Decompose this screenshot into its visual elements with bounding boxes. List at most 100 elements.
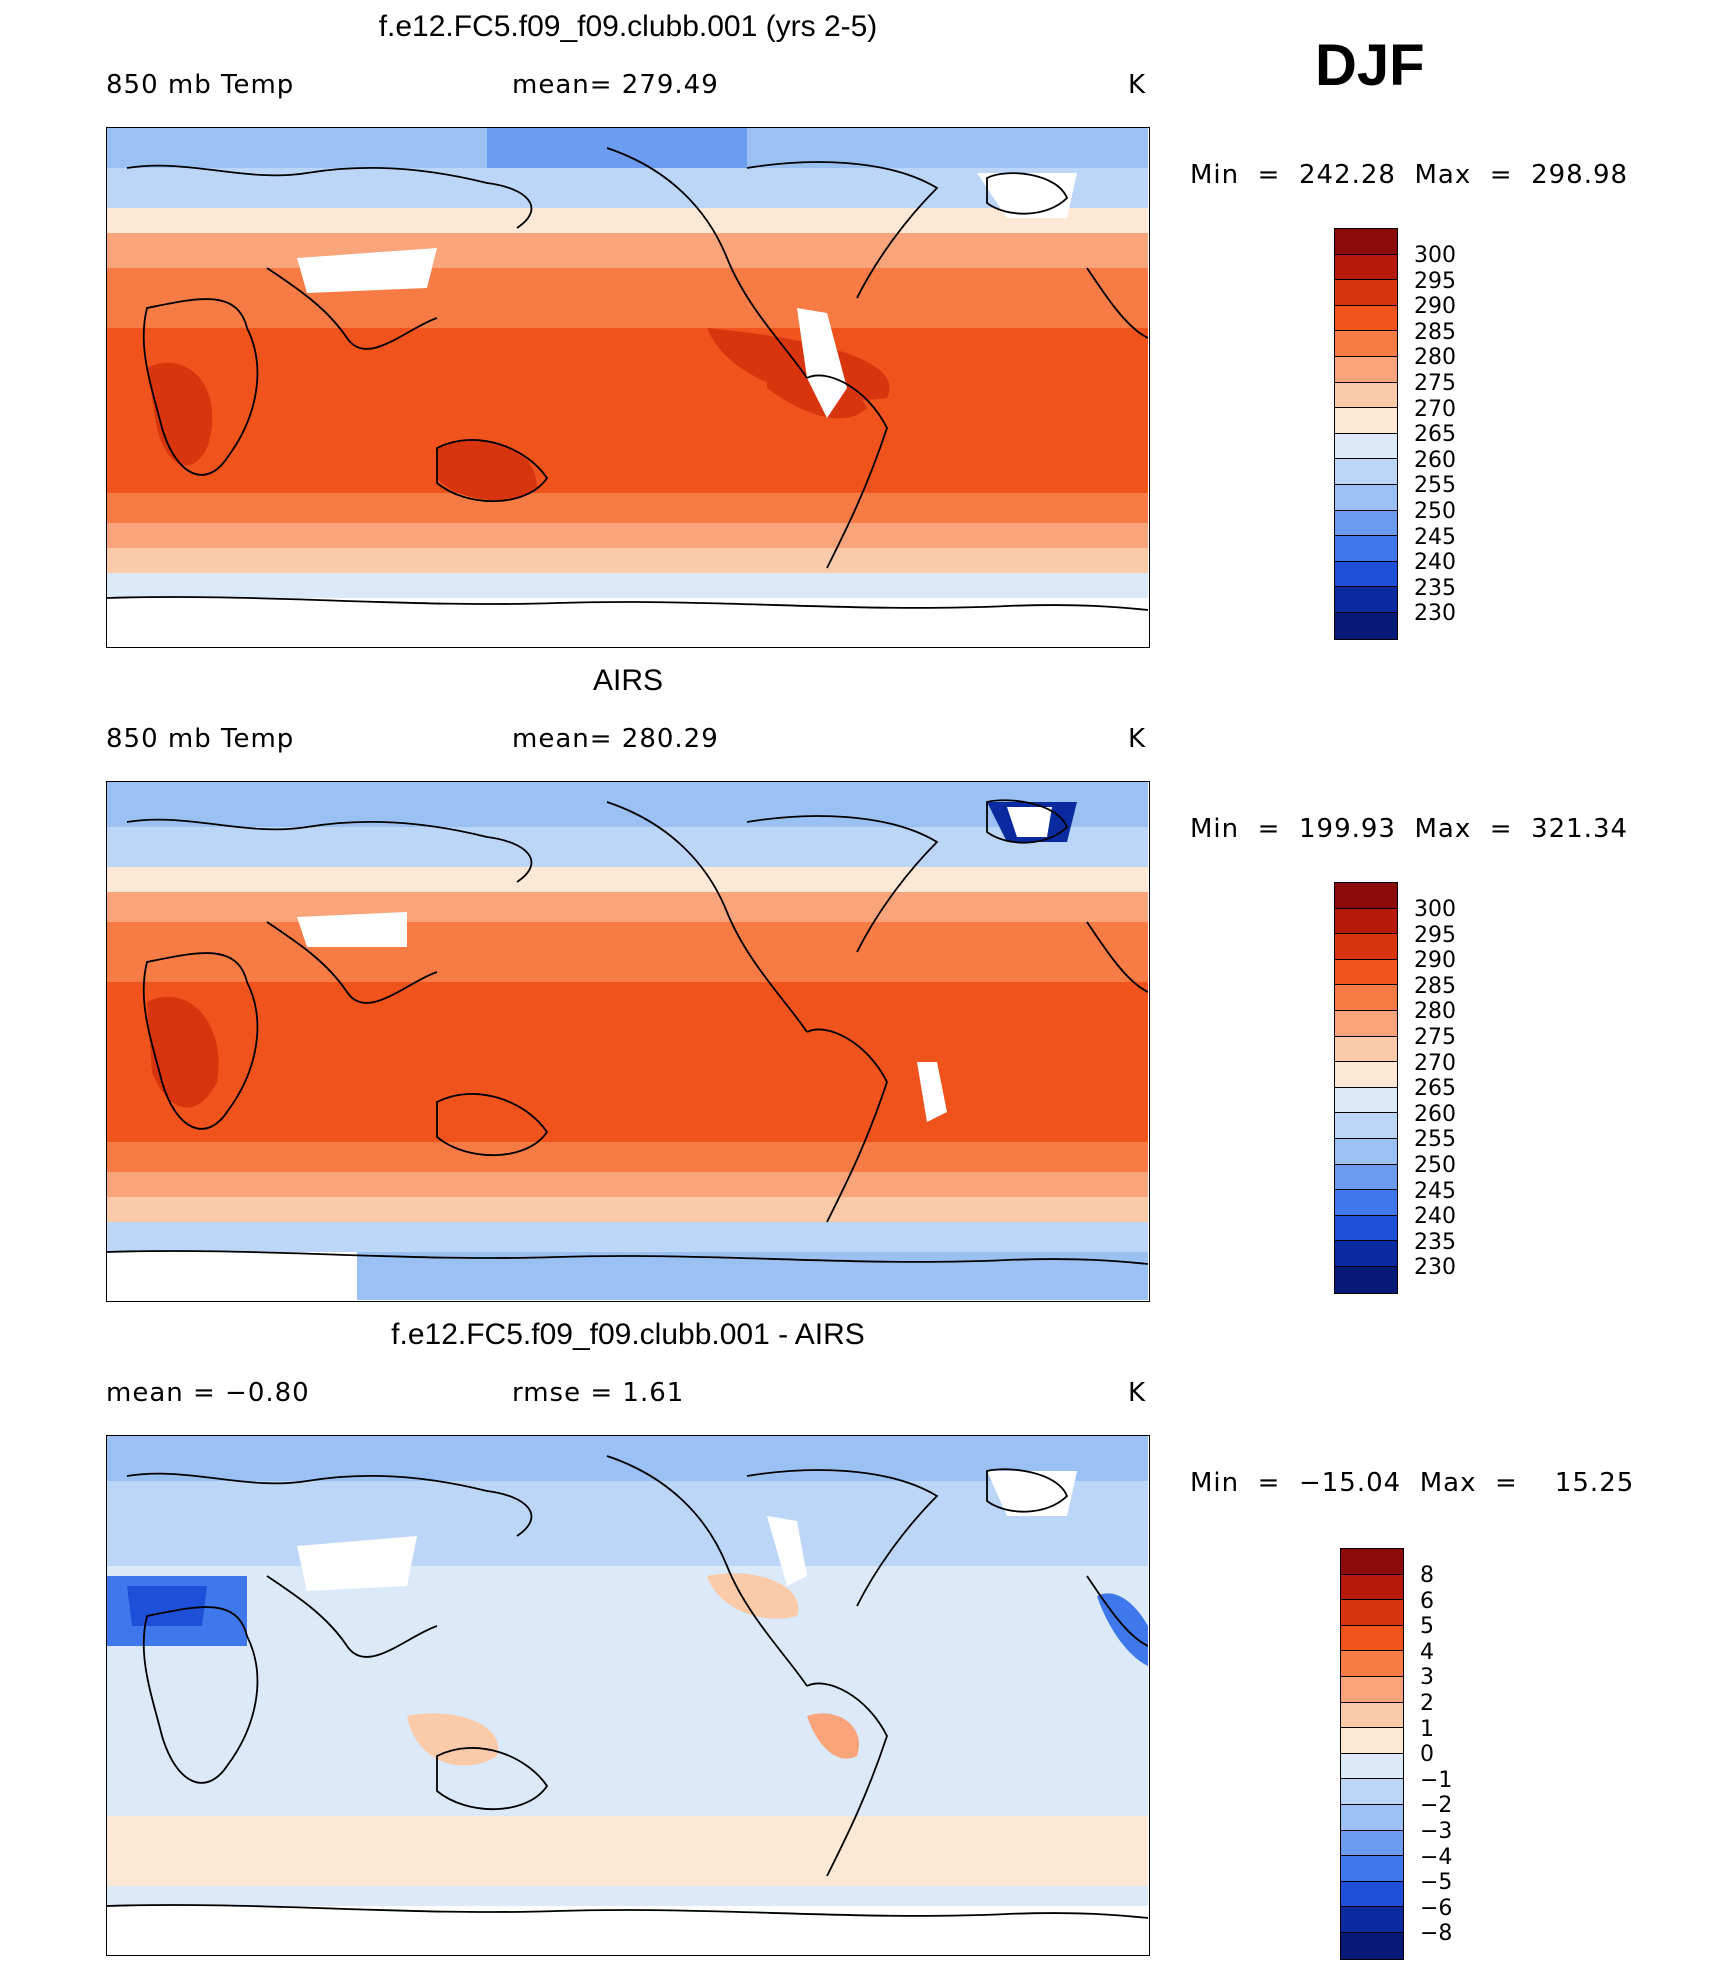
colorbar-swatch [1335,934,1397,960]
colorbar-label: 265 [1414,1076,1456,1102]
colorbar-swatch [1335,1062,1397,1088]
temperature-map [106,127,1150,648]
colorbar-label: 255 [1414,473,1456,499]
colorbar-swatch [1335,1010,1397,1037]
colorbar-swatch [1335,561,1397,588]
colorbar-label: 280 [1414,345,1456,371]
panel-obs: AIRS 850 mb Temp mean= 280.29 K [0,654,1710,1309]
colorbar-swatch [1335,1164,1397,1191]
colorbar-label: 255 [1414,1127,1456,1153]
colorbar-swatch [1341,1804,1403,1831]
colorbar-swatch [1335,408,1397,434]
colorbar-label: 265 [1414,422,1456,448]
colorbar-swatch [1341,1600,1403,1626]
colorbar-swatch [1341,1625,1403,1652]
season-label: DJF [1315,33,1425,98]
colorbar-swatch [1335,587,1397,613]
colorbar-label: −1 [1420,1767,1453,1793]
colorbar-swatch [1335,484,1397,511]
colorbar-swatch [1335,382,1397,409]
colorbar-swatch [1335,1113,1397,1139]
min-max-label: Min = 242.28 Max = 298.98 [1190,160,1629,190]
colorbar-swatch [1335,459,1397,485]
colorbar-swatch [1335,510,1397,537]
colorbar-swatch [1341,1753,1403,1780]
panel-title: f.e12.FC5.f09_f09.clubb.001 - AIRS [391,1318,865,1351]
colorbar-label: 250 [1414,498,1456,524]
colorbar-label: 280 [1414,999,1456,1025]
mean-label: mean= 280.29 [512,724,719,754]
colorbar-label: 1 [1420,1716,1434,1742]
unit-label: K [1128,724,1147,754]
colorbar-labels: 300 295 290 285 280 275 270 265 260 255 250 245 240 2… [1414,243,1456,627]
mean-label: mean = −0.80 [106,1378,310,1408]
colorbar-label: 285 [1414,319,1456,345]
colorbar-swatch [1335,433,1397,460]
min-max-label: Min = −15.04 Max = 15.25 [1190,1468,1635,1498]
colorbar-swatch [1335,305,1397,332]
colorbar-label: 235 [1414,1229,1456,1255]
difference-map [106,1435,1150,1956]
colorbar-label: 275 [1414,370,1456,396]
colorbar-label: −6 [1420,1895,1453,1921]
colorbar-label: 285 [1414,973,1456,999]
colorbar-swatch [1335,985,1397,1011]
colorbar-swatch [1341,1779,1403,1805]
colorbar-swatch [1335,1138,1397,1165]
rmse-label: rmse = 1.61 [512,1378,685,1408]
variable-label: 850 mb Temp [106,70,295,100]
colorbar-label: 235 [1414,575,1456,601]
colorbar-label: 6 [1420,1588,1434,1614]
colorbar-label: 275 [1414,1024,1456,1050]
colorbar [1334,228,1398,640]
colorbar-label: 260 [1414,447,1456,473]
colorbar-swatch [1335,280,1397,306]
mean-label: mean= 279.49 [512,70,719,100]
colorbar-label: 240 [1414,550,1456,576]
panel-title: AIRS [592,664,664,697]
colorbar-swatch [1341,1549,1403,1575]
temperature-map [106,781,1150,1302]
colorbar-label: 260 [1414,1101,1456,1127]
colorbar-swatch [1335,229,1397,255]
colorbar-label: 5 [1420,1614,1434,1640]
colorbar-swatch [1335,1215,1397,1242]
colorbar-labels: 8 6 5 4 3 2 1 0 −1 −2 −3 −4 −5 −6 −8 [1420,1563,1452,1947]
colorbar-swatch [1341,1676,1403,1703]
colorbar-swatch [1341,1881,1403,1908]
colorbar-label: 2 [1420,1690,1434,1716]
colorbar-swatch [1341,1574,1403,1601]
colorbar-label: 245 [1414,1178,1456,1204]
colorbar-label: 4 [1420,1639,1434,1665]
colorbar [1340,1548,1404,1960]
colorbar-label: 250 [1414,1152,1456,1178]
colorbar-label: 230 [1414,1255,1456,1281]
colorbar-swatch [1341,1728,1403,1754]
colorbar-swatch [1341,1856,1403,1882]
colorbar-swatch [1341,1907,1403,1933]
colorbar-swatch [1335,1241,1397,1267]
colorbar-swatch [1335,1266,1397,1293]
colorbar-label: 230 [1414,601,1456,627]
colorbar-swatch [1335,908,1397,935]
colorbar-swatch [1335,254,1397,281]
colorbar-label: 290 [1414,948,1456,974]
colorbar-swatch [1341,1651,1403,1677]
colorbar-label: 8 [1420,1563,1434,1588]
colorbar-label: 295 [1414,922,1456,948]
colorbar-swatch [1335,959,1397,986]
panel-difference: f.e12.FC5.f09_f09.clubb.001 - AIRS mean … [0,1308,1710,1963]
colorbar-swatch [1335,1190,1397,1216]
unit-label: K [1128,1378,1147,1408]
colorbar-label: 300 [1414,897,1456,922]
colorbar-label: 295 [1414,268,1456,294]
colorbar-label: −4 [1420,1844,1453,1870]
colorbar-swatch [1335,1036,1397,1063]
colorbar-swatch [1335,883,1397,909]
variable-label: 850 mb Temp [106,724,295,754]
colorbar-swatch [1335,331,1397,357]
colorbar-label: −8 [1420,1921,1453,1947]
colorbar-label: −2 [1420,1793,1453,1819]
colorbar-swatch [1335,536,1397,562]
colorbar-label: 0 [1420,1742,1434,1768]
